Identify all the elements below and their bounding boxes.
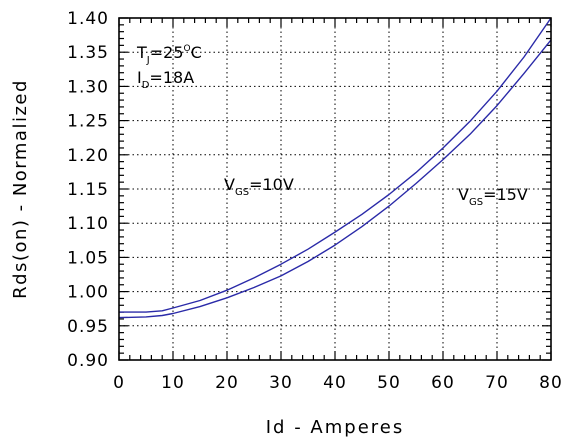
x-axis-label: Id - Amperes (266, 417, 404, 438)
plot-frame (118, 17, 552, 361)
x-tick-label: 60 (431, 373, 455, 393)
x-tick-label: 20 (215, 373, 239, 393)
y-tick-label: 1.00 (67, 283, 109, 303)
y-tick-label: 1.25 (67, 112, 109, 132)
id-value: =18A (149, 68, 194, 87)
x-tick-label: 40 (323, 373, 347, 393)
y-tick-label: 1.10 (67, 214, 109, 234)
tj-subscript: J (146, 55, 150, 66)
series-lines (118, 17, 552, 319)
y-tick-label: 1.15 (67, 180, 109, 200)
x-tick-label: 30 (269, 373, 293, 393)
id-symbol: I (137, 68, 142, 87)
tj-symbol: T (136, 43, 147, 62)
drain-current-annotation: ID=18A (137, 68, 194, 91)
id-subscript: D (142, 80, 150, 91)
y-tick-label: 1.30 (67, 77, 109, 97)
y-tick-label: 0.90 (67, 351, 109, 371)
x-tick-label: 50 (377, 373, 401, 393)
y-tick-label: 1.40 (67, 9, 109, 29)
y-tick-label: 0.95 (67, 317, 109, 337)
junction-temperature-annotation: TJ=25OC (136, 43, 202, 66)
vgs15-value: =15V (483, 185, 528, 204)
vgs15-subscript: GS (469, 197, 483, 208)
x-tick-label: 70 (485, 373, 509, 393)
tj-value: =25 (150, 43, 184, 62)
x-tick-label: 80 (539, 373, 563, 393)
y-tick-label: 1.05 (67, 248, 109, 268)
series-line-1 (118, 39, 552, 319)
y-tick-label: 1.35 (67, 43, 109, 63)
y-tick-label: 1.20 (67, 146, 109, 166)
vgs10-value: =10V (249, 175, 294, 194)
x-tick-label: 10 (161, 373, 185, 393)
y-tick-labels: 0.90 0.95 1.00 1.05 1.10 1.15 1.20 1.25 1.30 1.35… (67, 9, 109, 371)
x-tick-labels: 0 10 20 30 40 50 60 70 80 (113, 373, 563, 393)
series-label-vgs-10v: VGS=10V (224, 175, 294, 198)
vgs10-subscript: GS (235, 187, 249, 198)
grid-lines (119, 18, 551, 360)
series-line-0 (119, 17, 552, 313)
tj-unit: C (191, 43, 202, 62)
series-label-vgs-15v: VGS=15V (458, 185, 528, 208)
vgs10-symbol: V (224, 175, 235, 194)
vgs15-symbol: V (458, 185, 469, 204)
x-tick-label: 0 (113, 373, 125, 393)
tj-degree: O (184, 44, 191, 54)
y-axis-label: Rds(on) - Normalized (10, 79, 31, 299)
